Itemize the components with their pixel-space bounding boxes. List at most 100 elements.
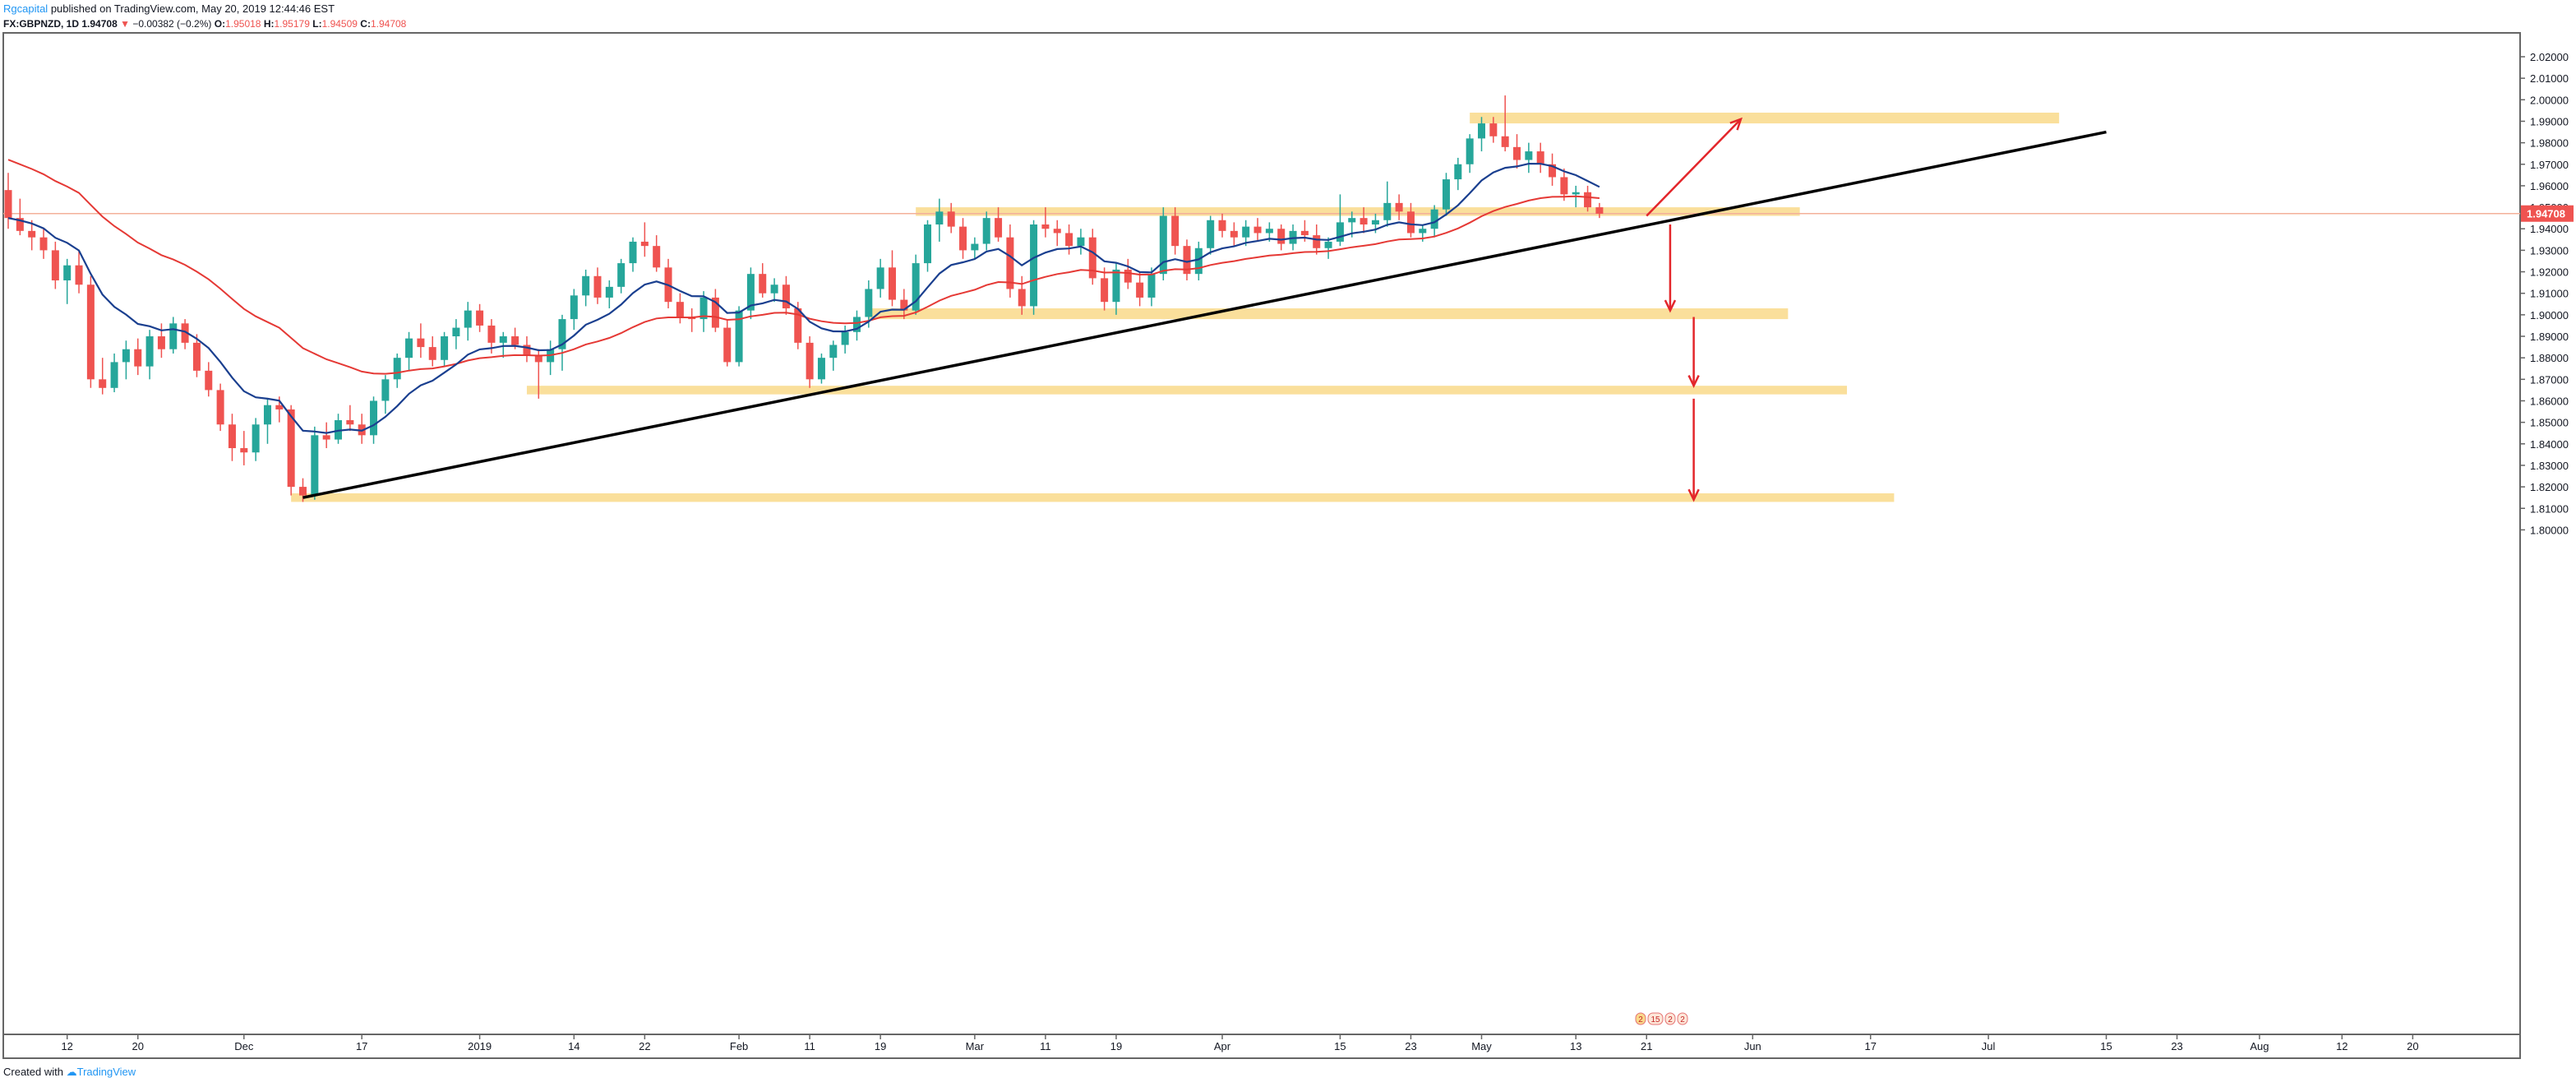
candle-body — [1242, 226, 1250, 238]
zones-layer — [291, 113, 2060, 502]
time-tick-label: 14 — [568, 1040, 579, 1052]
candle-body — [192, 342, 201, 371]
price-axis[interactable]: 2.02000 2.01000 2.00000 1.99000 1.98000 1.970… — [2520, 51, 2574, 536]
candle-body — [617, 263, 626, 287]
candle-body — [640, 241, 649, 247]
candle-body — [99, 379, 107, 388]
candle-body — [1430, 209, 1438, 229]
candle-body — [240, 448, 248, 453]
price-tick-label: 2.01000 — [2530, 72, 2569, 85]
candle-body — [122, 349, 130, 363]
trendline-layer — [302, 130, 2107, 499]
time-tick-label: 15 — [1334, 1040, 1346, 1052]
candle-body — [1525, 151, 1533, 160]
candle-body — [1466, 138, 1474, 164]
candle-body — [1300, 230, 1309, 236]
candle-body — [28, 230, 36, 238]
candle-body — [629, 241, 637, 264]
candle-body — [558, 319, 566, 349]
low-label: L: — [312, 18, 322, 30]
candle-body — [1265, 229, 1273, 234]
candle-body — [1277, 229, 1286, 244]
time-tick-label: Aug — [2250, 1040, 2269, 1052]
event-markers[interactable]: 2 15 2 2 — [1635, 1012, 1688, 1025]
candle-body — [464, 310, 472, 328]
candle-body — [935, 211, 944, 225]
candle-body — [381, 379, 390, 401]
candle-body — [865, 289, 873, 317]
last-price: 1.94708 — [81, 18, 118, 30]
candle-body — [1313, 235, 1321, 248]
price-tick-label: 1.82000 — [2530, 481, 2569, 493]
time-tick-label: 17 — [1864, 1040, 1876, 1052]
candle-body — [1183, 246, 1191, 275]
candle-body — [1077, 237, 1085, 247]
candle-body — [523, 345, 531, 356]
candle-body — [1324, 241, 1332, 248]
candle-body — [1030, 224, 1038, 307]
candle-body — [982, 218, 990, 244]
price-tick-label: 1.98000 — [2530, 137, 2569, 150]
time-tick-label: Jun — [1744, 1040, 1761, 1052]
candle-body — [428, 347, 436, 360]
time-tick-label: 19 — [875, 1040, 886, 1052]
candle-body — [711, 297, 719, 328]
candle-body — [817, 358, 825, 380]
candle-body — [770, 284, 778, 294]
candle-body — [782, 284, 790, 309]
created-with-label: Created with — [3, 1066, 63, 1078]
candle-body — [75, 265, 83, 285]
tradingview-logo-icon: ☁ — [66, 1066, 77, 1078]
projection-arrow-head — [1687, 488, 1700, 502]
support-resistance-zone — [291, 493, 1895, 502]
candle-body — [1360, 218, 1368, 225]
candle-body — [452, 327, 460, 337]
candle-body — [86, 284, 95, 380]
candle-body — [1230, 230, 1238, 238]
candle-body — [852, 317, 861, 332]
candle-body — [216, 390, 224, 425]
time-tick-label: Mar — [966, 1040, 985, 1052]
time-tick-label: 19 — [1110, 1040, 1122, 1052]
candle-body — [746, 274, 755, 311]
close-label: C: — [360, 18, 371, 30]
candle-body — [134, 349, 142, 367]
event-marker-badge — [1677, 1012, 1688, 1025]
open-label: O: — [214, 18, 226, 30]
support-resistance-zone — [1470, 113, 2060, 124]
candle-body — [487, 325, 496, 343]
candle-body — [1218, 220, 1226, 231]
projection-arrow-head — [1687, 375, 1700, 389]
price-tick-label: 1.83000 — [2530, 460, 2569, 472]
symbol-label[interactable]: FX:GBPNZD, 1D — [3, 18, 80, 30]
support-resistance-zone — [916, 207, 1800, 216]
current-price-badge — [2521, 205, 2574, 222]
price-tick-label: 1.81000 — [2530, 502, 2569, 515]
price-tick-label: 2.00000 — [2530, 94, 2569, 106]
candle-body — [181, 323, 189, 343]
tradingview-link[interactable]: TradingView — [76, 1066, 136, 1078]
ema-slow-line — [7, 159, 1600, 375]
event-marker-label: 15 — [1650, 1015, 1660, 1025]
time-tick-label: 17 — [356, 1040, 367, 1052]
price-tick-label: 1.80000 — [2530, 524, 2569, 536]
time-tick-label: 12 — [2336, 1040, 2347, 1052]
time-tick-label: 13 — [1570, 1040, 1581, 1052]
moving-averages-layer — [7, 159, 1600, 434]
price-tick-label: 1.86000 — [2530, 395, 2569, 407]
candle-body — [570, 295, 578, 320]
time-tick-label: 20 — [132, 1040, 144, 1052]
candle-body — [1595, 207, 1604, 214]
candle-body — [275, 405, 284, 409]
candle-body — [900, 299, 908, 311]
time-axis[interactable]: 12 20 Dec 17 2019 14 22 Feb 11 19 Mar 11 19 Apr 15 23 Ma… — [61, 1034, 2419, 1052]
price-tick-label: 1.99000 — [2530, 115, 2569, 127]
candle-body — [1112, 269, 1120, 303]
candle-body — [1395, 202, 1403, 212]
candle-body — [1383, 202, 1392, 220]
price-change: −0.00382 (−0.2%) — [132, 18, 212, 30]
author-link[interactable]: Rgcapital — [3, 2, 48, 15]
change-down-icon: ▼ — [120, 18, 130, 30]
candle-body — [1489, 123, 1498, 136]
